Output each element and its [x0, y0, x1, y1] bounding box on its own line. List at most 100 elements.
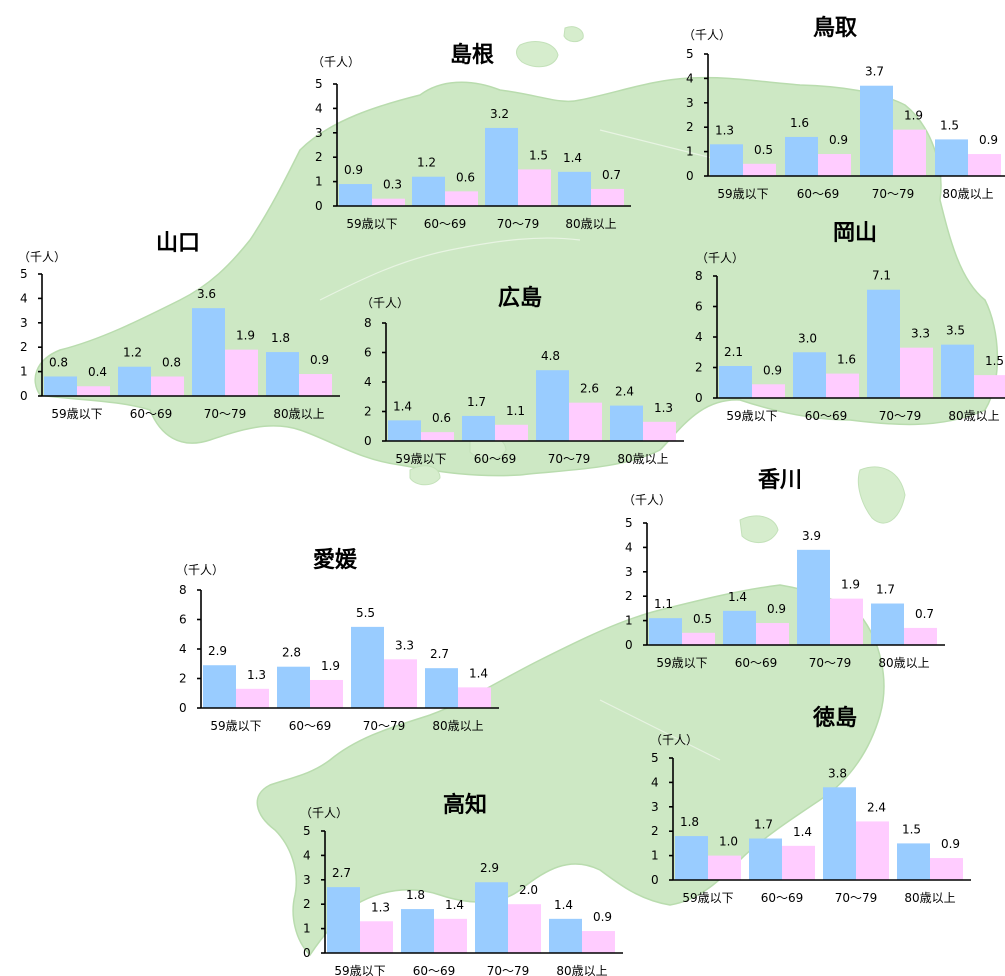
bar [643, 421, 676, 441]
y-tick-label: 0 [695, 391, 703, 405]
data-label: 2.0 [519, 883, 538, 897]
prefecture-chart-8: 徳島 （千人） 1.8 1.0 59歳以下 1.7 1.4 60～69 3.8 2.4 70～79 1… [650, 705, 971, 905]
oki-islands-small [563, 26, 584, 43]
data-label: 0.9 [344, 163, 363, 177]
bar [974, 375, 1005, 398]
y-unit-label: （千人） [650, 733, 698, 747]
x-tick-label: 80歳以上 [878, 656, 929, 670]
data-label: 1.3 [371, 900, 390, 914]
x-tick-label: 60～69 [413, 964, 456, 976]
y-tick-label: 4 [686, 71, 694, 85]
bar [793, 352, 826, 398]
bar [558, 171, 591, 206]
data-label: 2.4 [615, 385, 634, 399]
bar [682, 632, 715, 645]
x-tick-label: 60～69 [424, 217, 467, 231]
chart-title: 島根 [450, 42, 494, 68]
x-tick-label: 70～79 [363, 719, 406, 733]
bar [708, 855, 741, 880]
bar [930, 858, 963, 880]
data-label: 2.9 [208, 644, 227, 658]
y-tick-label: 2 [686, 120, 694, 134]
x-tick-label: 80歳以上 [948, 409, 999, 423]
chart-title: 広島 [498, 285, 542, 311]
y-tick-label: 2 [303, 897, 311, 911]
data-label: 1.8 [271, 331, 290, 345]
x-tick-label: 70～79 [204, 407, 247, 421]
data-label: 1.3 [715, 123, 734, 137]
chart-layer: 鳥取 （千人） 1.3 0.5 59歳以下 1.6 0.9 60～69 3.7 1.9 70～79 1… [18, 15, 1005, 976]
bar [44, 376, 77, 396]
data-label: 1.5 [985, 354, 1004, 368]
data-label: 1.7 [754, 818, 773, 832]
data-label: 1.1 [654, 597, 673, 611]
data-label: 0.6 [456, 170, 475, 184]
prefecture-chart-3: 岡山 （千人） 2.1 0.9 59歳以下 3.0 1.6 60～69 7.1 3.3 70～79 3… [695, 221, 1005, 423]
bar [485, 127, 518, 206]
y-tick-label: 4 [303, 848, 311, 862]
bar [830, 598, 863, 645]
bar [421, 432, 454, 441]
x-tick-label: 70～79 [879, 409, 922, 423]
data-label: 1.5 [529, 148, 548, 162]
y-tick-label: 1 [315, 175, 323, 189]
data-label: 0.8 [49, 355, 68, 369]
y-tick-label: 2 [651, 824, 659, 838]
bar [871, 603, 904, 645]
bar [723, 610, 756, 645]
y-tick-label: 4 [651, 775, 659, 789]
y-tick-label: 2 [179, 672, 187, 686]
bar [569, 402, 602, 441]
prefecture-chart-1: 鳥取 （千人） 1.3 0.5 59歳以下 1.6 0.9 60～69 3.7 1.9 70～79 1… [683, 15, 1005, 201]
y-tick-label: 0 [20, 389, 28, 403]
y-tick-label: 5 [651, 751, 659, 765]
data-label: 1.9 [841, 578, 860, 592]
data-label: 1.5 [902, 822, 921, 836]
y-tick-label: 3 [303, 873, 311, 887]
data-label: 1.4 [393, 399, 412, 413]
y-tick-label: 4 [625, 540, 633, 554]
data-label: 0.8 [162, 355, 181, 369]
data-label: 0.9 [941, 837, 960, 851]
data-label: 1.4 [554, 898, 573, 912]
bar [372, 198, 405, 206]
prefecture-chart-4: 広島 （千人） 1.4 0.6 59歳以下 1.7 1.1 60～69 4.8 2.6 70～79 2… [361, 285, 684, 466]
data-label: 1.6 [837, 353, 856, 367]
y-tick-label: 2 [20, 340, 28, 354]
data-label: 1.4 [469, 666, 488, 680]
bar [327, 887, 360, 953]
y-tick-label: 4 [695, 330, 703, 344]
x-tick-label: 70～79 [872, 187, 915, 201]
y-unit-label: （千人） [696, 251, 744, 265]
data-label: 0.9 [829, 133, 848, 147]
data-label: 1.0 [719, 835, 738, 849]
y-tick-label: 0 [651, 873, 659, 887]
x-tick-label: 80歳以上 [556, 964, 607, 976]
x-tick-label: 80歳以上 [565, 217, 616, 231]
data-label: 2.6 [580, 382, 599, 396]
y-tick-label: 0 [364, 434, 372, 448]
data-label: 1.2 [123, 346, 142, 360]
data-label: 2.4 [867, 800, 886, 814]
x-tick-label: 70～79 [548, 452, 591, 466]
chart-title: 愛媛 [313, 547, 358, 573]
y-tick-label: 6 [179, 613, 187, 627]
data-label: 3.7 [865, 65, 884, 79]
bar [941, 344, 974, 398]
bar [649, 618, 682, 645]
y-unit-label: （千人） [18, 250, 66, 264]
x-tick-label: 70～79 [487, 964, 530, 976]
data-label: 2.7 [430, 647, 449, 661]
data-label: 3.3 [911, 327, 930, 341]
data-label: 0.4 [88, 365, 107, 379]
bar [225, 349, 258, 396]
bar [151, 376, 184, 396]
bar [118, 366, 151, 396]
data-label: 1.8 [680, 815, 699, 829]
bar [434, 918, 467, 953]
x-tick-label: 60～69 [130, 407, 173, 421]
y-tick-label: 3 [20, 316, 28, 330]
bar [266, 352, 299, 396]
bar [203, 665, 236, 708]
bar [475, 882, 508, 953]
